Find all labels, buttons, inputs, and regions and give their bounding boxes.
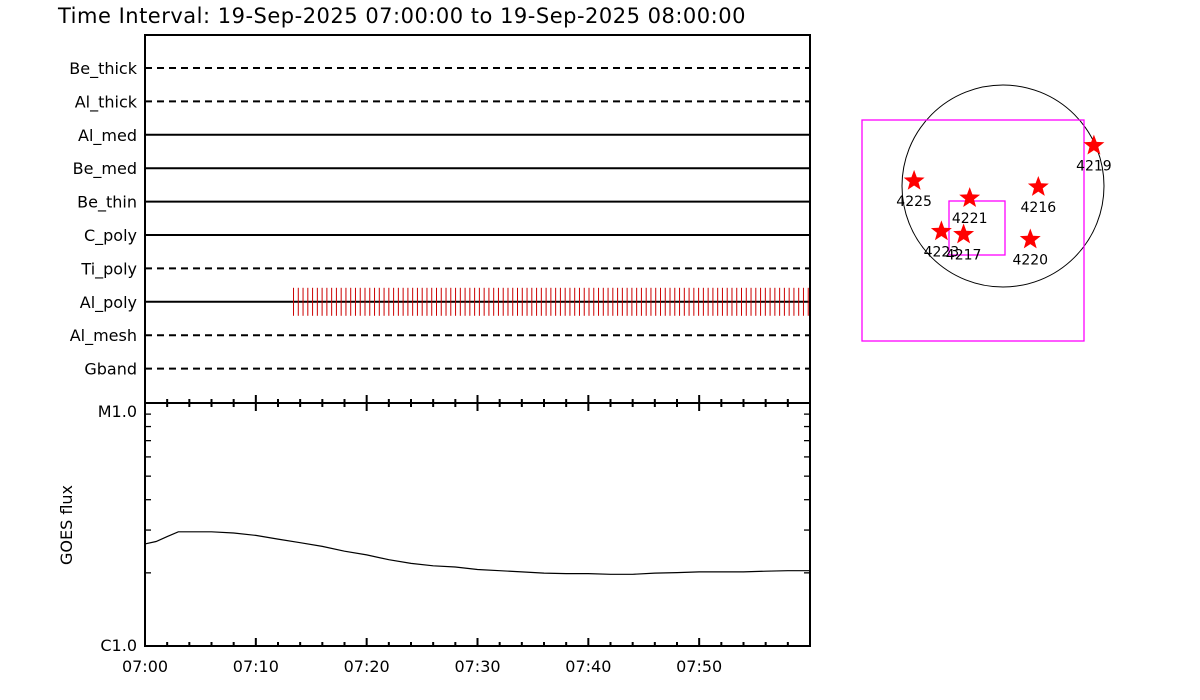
row-label-gband: Gband bbox=[84, 360, 137, 379]
fov-outer-box bbox=[861, 119, 1085, 342]
region-marker-4221 bbox=[959, 187, 981, 207]
region-marker-4225 bbox=[903, 169, 925, 190]
x-tick-label: 07:40 bbox=[565, 657, 611, 676]
x-tick-label: 07:00 bbox=[122, 657, 168, 676]
page-title: Time Interval: 19-Sep-2025 07:00:00 to 1… bbox=[57, 4, 746, 28]
region-label-4219: 4219 bbox=[1076, 159, 1112, 175]
instrument-timeline-panel: Be_thick Al_thick Al_med Be_med Be_thin C_pol… bbox=[69, 34, 811, 404]
row-label-al_thick: Al_thick bbox=[75, 92, 138, 112]
timeline-frame bbox=[144, 34, 811, 404]
region-marker-4216 bbox=[1027, 176, 1049, 196]
x-tick-label: 07:20 bbox=[344, 657, 390, 676]
y-tick-label-bottom: C1.0 bbox=[100, 636, 137, 655]
region-label-4223: 4223 bbox=[924, 244, 960, 260]
goes-frame bbox=[144, 402, 811, 647]
row-label-al_mesh: Al_mesh bbox=[70, 326, 137, 346]
region-label-4220: 4220 bbox=[1012, 253, 1048, 269]
y-axis-label: GOES flux bbox=[57, 485, 76, 565]
solar-limb-circle bbox=[901, 84, 1105, 288]
x-tick-label: 07:30 bbox=[454, 657, 500, 676]
x-tick-label: 07:50 bbox=[676, 657, 722, 676]
goes-flux-panel: M1.0 C1.0 GOES flux 07:00 07:10 07:20 07:30… bbox=[57, 395, 811, 676]
region-label-4217: 4217 bbox=[946, 247, 982, 263]
region-marker-4219 bbox=[1083, 134, 1105, 155]
row-label-be_thin: Be_thin bbox=[77, 193, 137, 213]
row-label-al_poly: Al_poly bbox=[80, 293, 137, 313]
row-label-c_poly: C_poly bbox=[84, 226, 137, 246]
region-marker-4220 bbox=[1019, 228, 1041, 249]
goes-flux-line bbox=[144, 531, 810, 575]
x-tick-label: 07:10 bbox=[233, 657, 279, 676]
region-label-4216: 4216 bbox=[1021, 200, 1057, 216]
region-marker-4217 bbox=[953, 223, 975, 244]
row-label-ti_poly: Ti_poly bbox=[80, 259, 137, 279]
region-label-4225: 4225 bbox=[896, 194, 932, 210]
region-marker-4223 bbox=[930, 220, 952, 241]
row-label-be_med: Be_med bbox=[73, 159, 137, 179]
row-label-al_med: Al_med bbox=[78, 126, 137, 146]
y-tick-label-top: M1.0 bbox=[98, 402, 137, 421]
region-label-4221: 4221 bbox=[952, 211, 988, 227]
row-label-be_thick: Be_thick bbox=[69, 59, 137, 79]
